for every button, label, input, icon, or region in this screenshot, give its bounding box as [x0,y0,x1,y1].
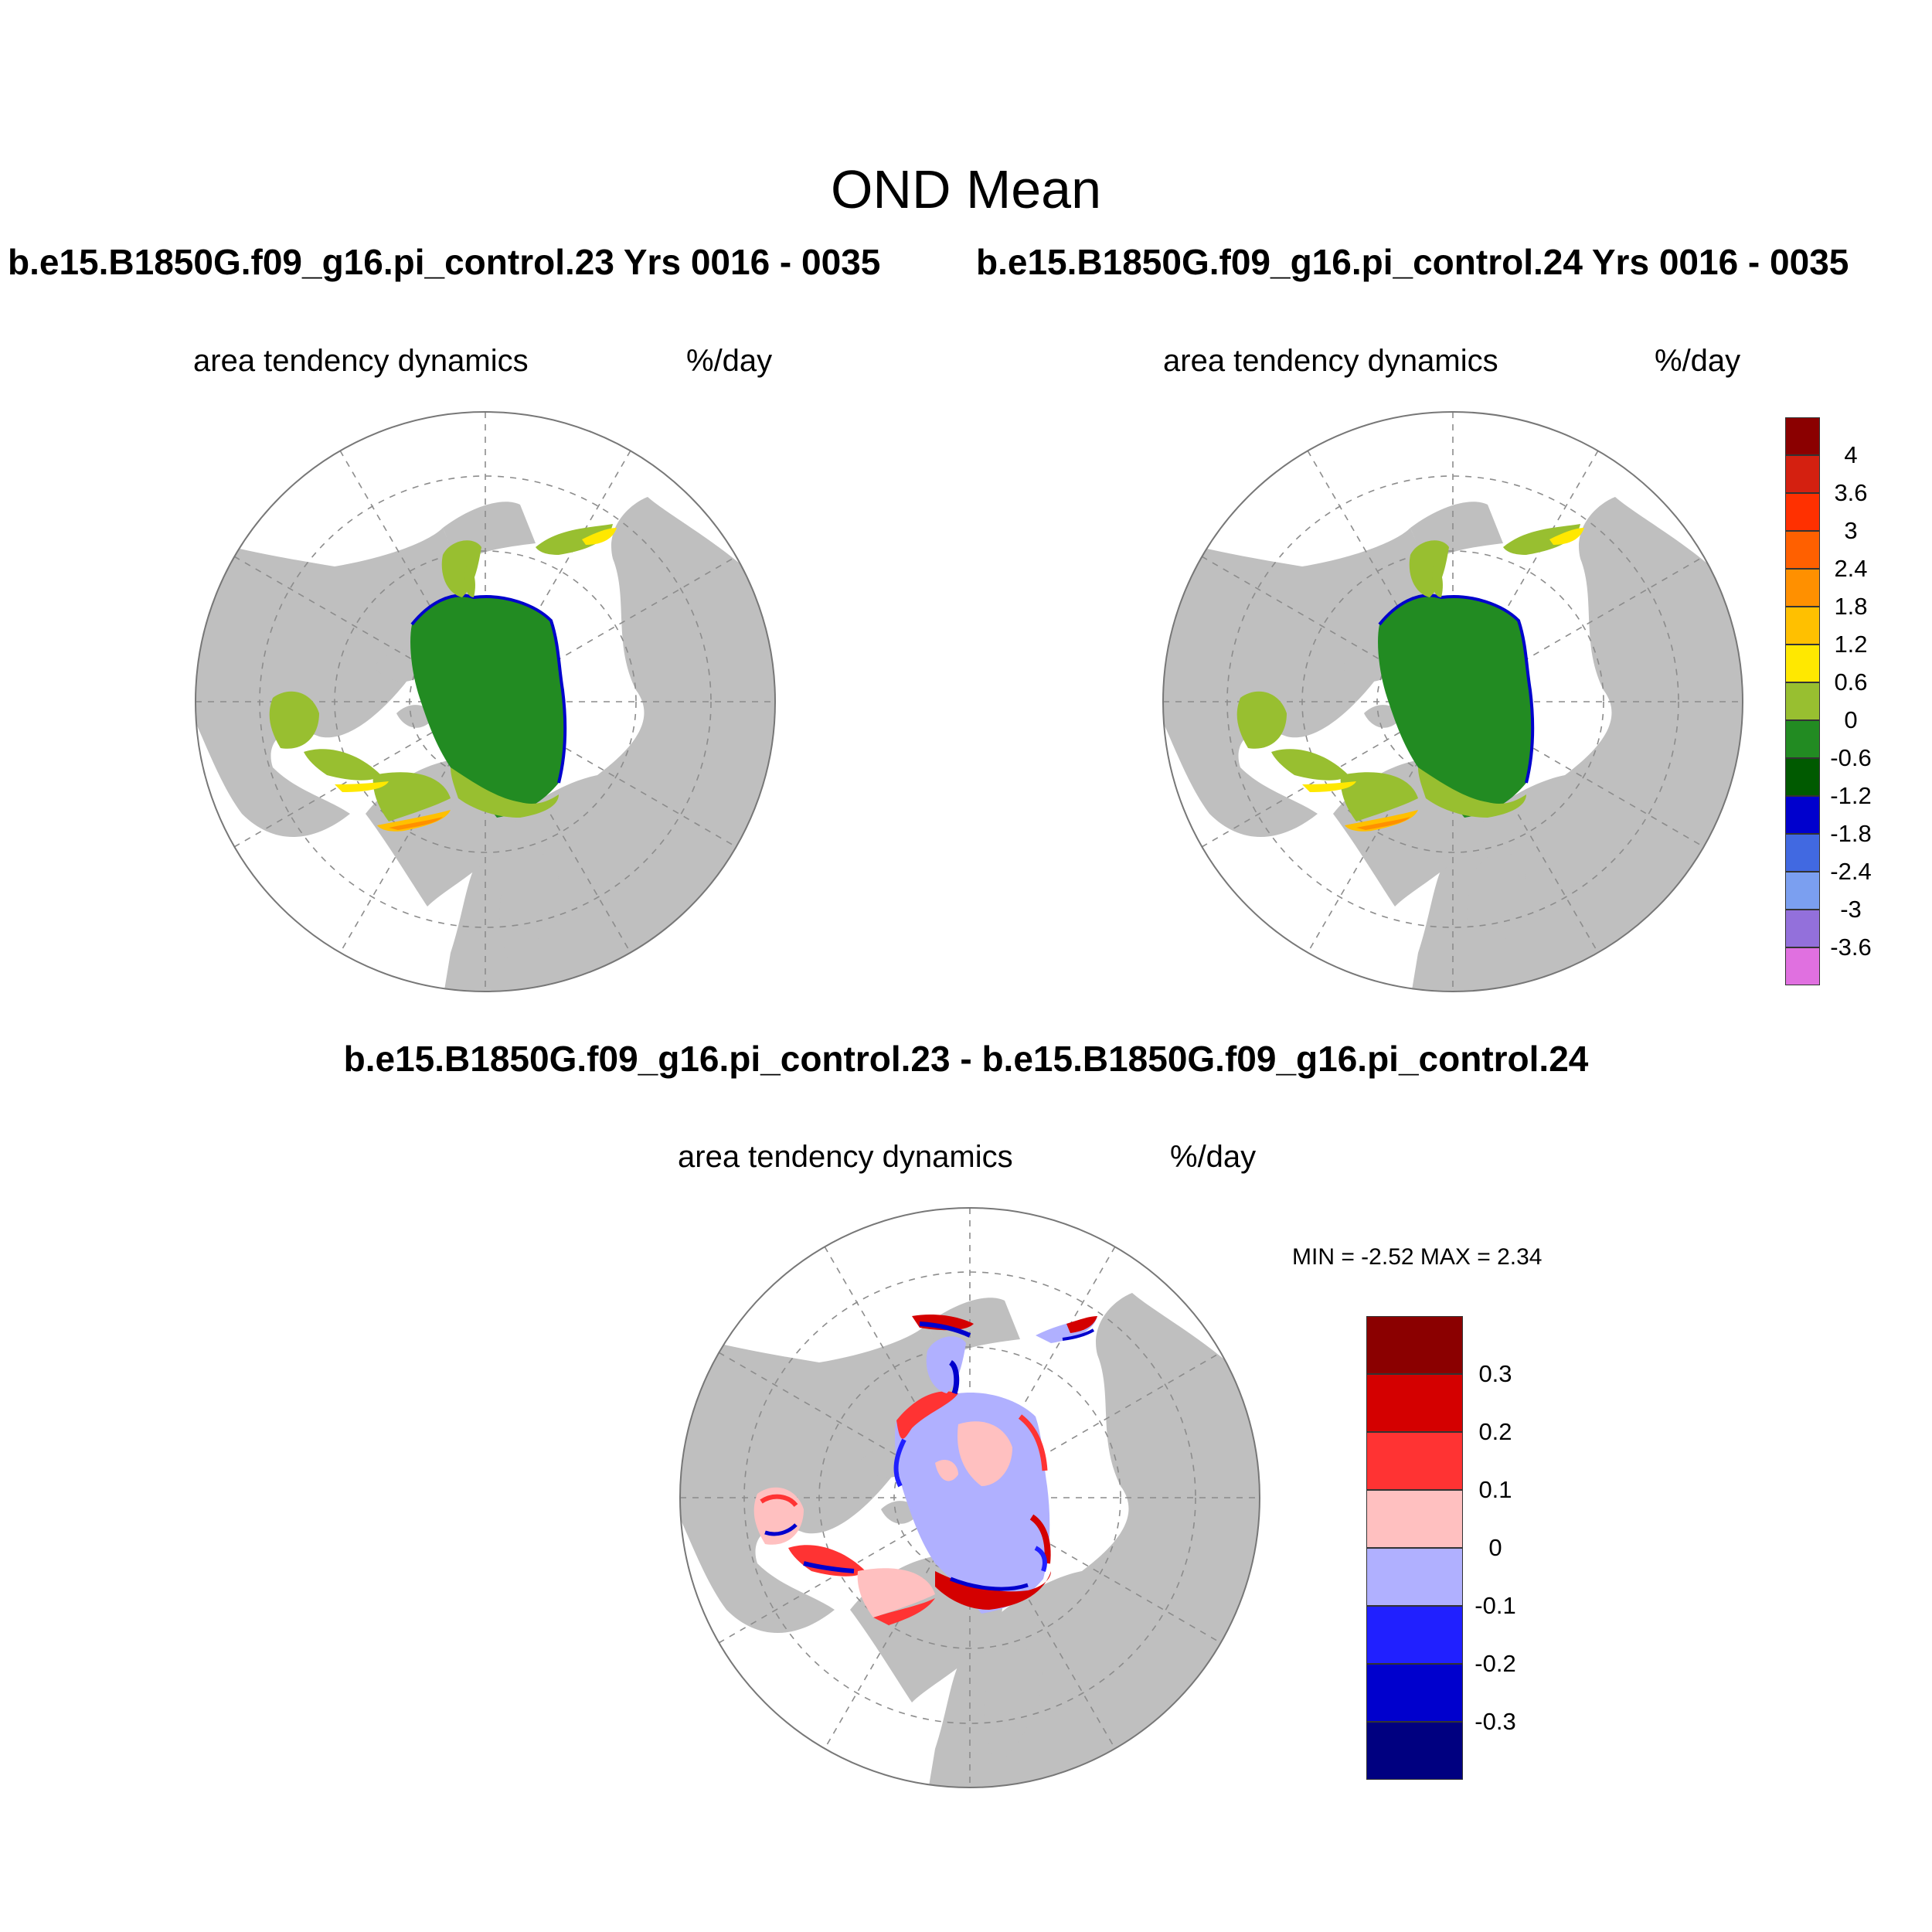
diff-colorbar-tick-label: -0.1 [1475,1592,1516,1619]
main-colorbar-swatch [1785,493,1820,531]
diff-polar-map [680,1208,1260,1787]
main-colorbar-tick-label: -2.4 [1830,858,1872,885]
main-colorbar [1785,417,1820,985]
panel2-field-label: area tendency dynamics [1163,344,1498,378]
diff-colorbar-tick-label: 0.1 [1478,1476,1512,1503]
main-colorbar-tick-label: 1.8 [1834,593,1868,620]
diff-colorbar-swatch [1366,1432,1463,1490]
diff-colorbar-swatch [1366,1664,1463,1722]
diff-colorbar [1366,1316,1463,1780]
main-colorbar-tick-label: 4 [1844,441,1858,468]
main-colorbar-swatch [1785,455,1820,493]
panel2-case-title: b.e15.B1850G.f09_g16.pi_control.24 Yrs 0… [976,242,1849,282]
diff-colorbar-tick-label: 0.3 [1478,1360,1512,1387]
main-colorbar-swatch [1785,645,1820,682]
main-colorbar-labels: 4 3.6 3 2.4 1.8 1.2 0.6 0 -0.6 -1.2 -1.8 -2.4 -3 -3.6 [1808,417,1893,985]
main-colorbar-swatch [1785,947,1820,985]
main-colorbar-tick-label: 0 [1844,706,1858,733]
main-colorbar-swatch [1785,796,1820,834]
panel2-units-label: %/day [1655,344,1741,378]
diff-colorbar-swatch [1366,1316,1463,1374]
main-colorbar-tick-label: -3 [1840,896,1862,923]
main-colorbar-swatch [1785,758,1820,796]
panel1-units-label: %/day [686,344,773,378]
diff-colorbar-labels: 0.3 0.2 0.1 0 -0.1 -0.2 -0.3 [1453,1316,1538,1780]
main-colorbar-tick-label: -1.2 [1830,782,1872,809]
panel1-polar-map [196,412,775,992]
main-colorbar-swatch [1785,682,1820,720]
main-colorbar-swatch [1785,531,1820,569]
main-colorbar-tick-label: 1.2 [1834,631,1868,658]
diff-colorbar-swatch [1366,1548,1463,1606]
panel1-case-title: b.e15.B1850G.f09_g16.pi_control.23 Yrs 0… [8,242,881,282]
diff-colorbar-tick-label: -0.2 [1475,1650,1516,1677]
main-colorbar-swatch [1785,872,1820,910]
main-colorbar-swatch [1785,607,1820,645]
main-colorbar-tick-label: 3.6 [1834,479,1868,506]
figure-title: OND Mean [830,159,1102,219]
main-colorbar-swatch [1785,834,1820,872]
main-colorbar-swatch [1785,417,1820,455]
difference-title: b.e15.B1850G.f09_g16.pi_control.23 - b.e… [343,1039,1589,1079]
main-colorbar-swatch [1785,569,1820,607]
main-colorbar-tick-label: -3.6 [1830,934,1872,961]
panel1-field-label: area tendency dynamics [193,344,529,378]
diff-colorbar-swatch [1366,1374,1463,1432]
main-colorbar-swatch [1785,910,1820,947]
diff-colorbar-swatch [1366,1490,1463,1548]
diff-colorbar-tick-label: -0.3 [1475,1708,1516,1735]
diff-colorbar-tick-label: 0 [1488,1534,1502,1561]
main-colorbar-tick-label: 2.4 [1834,555,1868,582]
diff-units-label: %/day [1170,1140,1257,1174]
main-colorbar-tick-label: -1.8 [1830,820,1872,847]
main-colorbar-swatch [1785,720,1820,758]
diff-field-label: area tendency dynamics [678,1140,1013,1174]
main-colorbar-tick-label: 3 [1844,517,1858,544]
main-colorbar-tick-label: -0.6 [1830,744,1872,771]
diff-colorbar-tick-label: 0.2 [1478,1418,1512,1445]
panel2-polar-map [1163,412,1743,992]
min-max-label: MIN = -2.52 MAX = 2.34 [1292,1244,1543,1270]
main-colorbar-tick-label: 0.6 [1834,668,1868,696]
diff-colorbar-swatch [1366,1722,1463,1780]
diff-colorbar-swatch [1366,1606,1463,1664]
